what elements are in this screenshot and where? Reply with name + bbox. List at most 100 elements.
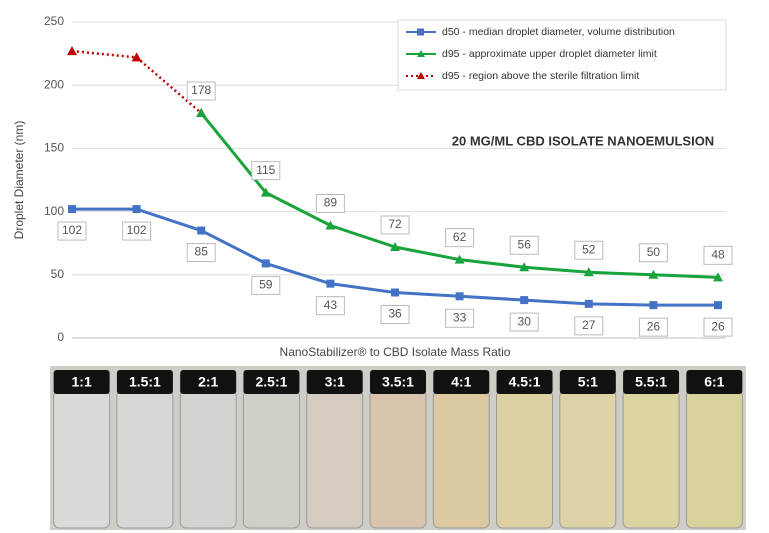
marker bbox=[260, 187, 271, 197]
data-label-box bbox=[509, 235, 539, 255]
data-label: 59 bbox=[259, 278, 273, 292]
vial-cap bbox=[559, 370, 616, 394]
y-tick-label: 100 bbox=[44, 204, 64, 218]
vial-label: 3.5:1 bbox=[382, 374, 414, 390]
vial-cap bbox=[306, 370, 363, 394]
marker bbox=[391, 288, 399, 297]
data-label: 27 bbox=[582, 318, 596, 332]
data-label-box bbox=[315, 296, 345, 316]
marker bbox=[714, 301, 722, 310]
marker bbox=[261, 259, 270, 268]
marker bbox=[68, 205, 76, 214]
marker bbox=[520, 296, 529, 305]
data-label: 56 bbox=[518, 237, 532, 251]
y-axis-label: Droplet Diameter (nm) bbox=[12, 121, 26, 240]
vial-label: 1:1 bbox=[72, 374, 92, 390]
data-label-box bbox=[445, 308, 475, 328]
marker bbox=[649, 301, 658, 310]
vial bbox=[242, 389, 300, 529]
marker bbox=[67, 46, 77, 56]
vial-cap bbox=[686, 370, 743, 394]
vial bbox=[622, 389, 680, 529]
legend-marker bbox=[417, 72, 425, 79]
vial-cap bbox=[180, 370, 237, 394]
data-label-box bbox=[380, 215, 410, 235]
data-label: 36 bbox=[388, 307, 402, 321]
vial-label: 4.5:1 bbox=[509, 374, 541, 390]
data-label: 30 bbox=[518, 314, 532, 328]
marker bbox=[196, 108, 207, 118]
legend-label: d50 - median droplet diameter, volume di… bbox=[442, 26, 675, 38]
data-label: 52 bbox=[582, 242, 596, 256]
data-label-box bbox=[186, 243, 216, 263]
vial-label: 3:1 bbox=[325, 374, 345, 390]
vial bbox=[685, 389, 743, 529]
marker bbox=[454, 254, 465, 264]
data-label: 115 bbox=[256, 163, 275, 177]
legend-marker bbox=[417, 28, 424, 36]
data-label: 62 bbox=[453, 230, 467, 244]
data-label: 50 bbox=[647, 245, 661, 259]
data-label-box bbox=[638, 243, 668, 263]
vial bbox=[369, 389, 427, 529]
vial-cap bbox=[623, 370, 680, 394]
y-tick-label: 150 bbox=[44, 141, 64, 155]
y-tick-label: 200 bbox=[44, 77, 64, 91]
y-tick-label: 0 bbox=[57, 330, 64, 344]
data-label-box bbox=[57, 221, 87, 241]
marker bbox=[326, 279, 335, 288]
vial-label: 6:1 bbox=[704, 374, 724, 390]
data-label-box bbox=[445, 228, 475, 248]
data-label: 43 bbox=[324, 298, 338, 312]
marker bbox=[713, 272, 723, 282]
marker bbox=[325, 220, 336, 230]
data-label-box bbox=[251, 275, 281, 295]
vial-label: 2:1 bbox=[198, 374, 218, 390]
vial-cap bbox=[53, 370, 110, 394]
data-label-box bbox=[574, 316, 604, 336]
data-label: 26 bbox=[647, 319, 661, 333]
vial-cap bbox=[433, 370, 490, 394]
vial-label: 2.5:1 bbox=[255, 374, 287, 390]
data-label-box bbox=[509, 312, 539, 332]
legend-label: d95 - region above the sterile filtratio… bbox=[442, 70, 639, 82]
data-label-box bbox=[703, 317, 733, 337]
data-label: 72 bbox=[388, 217, 402, 231]
y-tick-label: 50 bbox=[51, 267, 65, 281]
vial bbox=[496, 389, 554, 529]
data-label-box bbox=[251, 161, 281, 181]
vial-cap bbox=[496, 370, 553, 394]
data-label: 102 bbox=[127, 223, 147, 237]
vial-label: 4:1 bbox=[451, 374, 471, 390]
data-label-box bbox=[703, 245, 733, 265]
data-label-box bbox=[186, 81, 216, 101]
data-label-box bbox=[380, 304, 410, 324]
annotation: 20 MG/ML CBD ISOLATE NANOEMULSION bbox=[452, 133, 714, 148]
vial bbox=[559, 389, 617, 529]
data-label-box bbox=[122, 221, 152, 241]
vial-label: 1.5:1 bbox=[129, 374, 161, 390]
data-label: 89 bbox=[324, 196, 338, 210]
data-label: 26 bbox=[711, 319, 725, 333]
marker bbox=[131, 52, 142, 62]
vial bbox=[306, 389, 364, 529]
data-label: 48 bbox=[711, 247, 725, 261]
marker bbox=[519, 262, 530, 272]
data-label: 102 bbox=[62, 223, 82, 237]
vial-cap bbox=[370, 370, 426, 394]
data-label-box bbox=[638, 317, 668, 337]
marker bbox=[455, 292, 464, 301]
legend-label: d95 - approximate upper droplet diameter… bbox=[442, 48, 657, 60]
vial-cap bbox=[243, 370, 300, 394]
legend-box bbox=[397, 19, 727, 91]
marker bbox=[583, 267, 594, 277]
vial bbox=[432, 389, 490, 529]
legend-marker bbox=[417, 50, 425, 57]
vial-label: 5.5:1 bbox=[635, 374, 667, 390]
vial-label: 5:1 bbox=[578, 374, 598, 390]
marker bbox=[197, 226, 206, 235]
marker bbox=[132, 205, 141, 214]
data-label: 178 bbox=[191, 83, 211, 97]
data-label-box bbox=[574, 240, 604, 260]
